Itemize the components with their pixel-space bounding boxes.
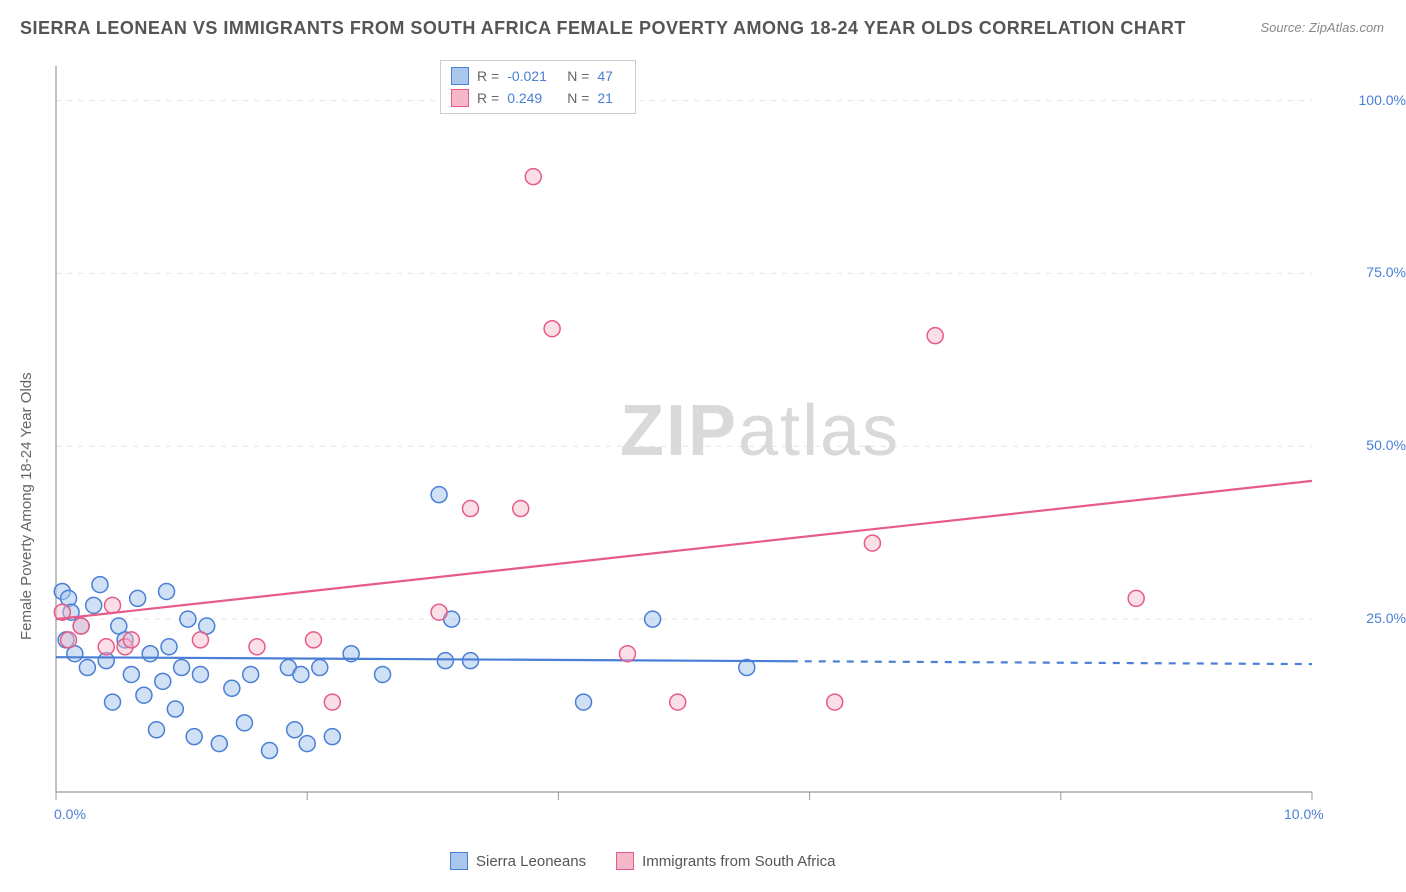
chart-title: SIERRA LEONEAN VS IMMIGRANTS FROM SOUTH … bbox=[20, 18, 1186, 39]
r-label: R = bbox=[477, 68, 499, 84]
scatter-plot bbox=[52, 60, 1382, 820]
x-tick-label: 10.0% bbox=[1284, 806, 1324, 822]
stats-row: R = -0.021 N = 47 bbox=[451, 65, 625, 87]
x-tick-label: 0.0% bbox=[54, 806, 86, 822]
y-tick-label: 50.0% bbox=[1320, 437, 1406, 453]
legend-label: Immigrants from South Africa bbox=[642, 853, 835, 870]
n-value: 21 bbox=[597, 90, 625, 106]
swatch-icon bbox=[450, 852, 468, 870]
n-label: N = bbox=[567, 90, 589, 106]
y-tick-label: 100.0% bbox=[1320, 92, 1406, 108]
y-tick-label: 75.0% bbox=[1320, 264, 1406, 280]
legend-item-south-africa: Immigrants from South Africa bbox=[616, 852, 835, 870]
r-value: 0.249 bbox=[507, 90, 559, 106]
swatch-icon bbox=[451, 89, 469, 107]
swatch-icon bbox=[616, 852, 634, 870]
stats-legend: R = -0.021 N = 47 R = 0.249 N = 21 bbox=[440, 60, 636, 114]
source-label: Source: ZipAtlas.com bbox=[1260, 20, 1384, 35]
series-legend: Sierra Leoneans Immigrants from South Af… bbox=[450, 852, 835, 870]
chart-container: SIERRA LEONEAN VS IMMIGRANTS FROM SOUTH … bbox=[0, 0, 1406, 892]
r-label: R = bbox=[477, 90, 499, 106]
n-value: 47 bbox=[597, 68, 625, 84]
stats-row: R = 0.249 N = 21 bbox=[451, 87, 625, 109]
legend-label: Sierra Leoneans bbox=[476, 853, 586, 870]
legend-item-sierra: Sierra Leoneans bbox=[450, 852, 586, 870]
y-tick-label: 25.0% bbox=[1320, 610, 1406, 626]
swatch-icon bbox=[451, 67, 469, 85]
y-axis-label: Female Poverty Among 18-24 Year Olds bbox=[18, 372, 35, 640]
n-label: N = bbox=[567, 68, 589, 84]
r-value: -0.021 bbox=[507, 68, 559, 84]
